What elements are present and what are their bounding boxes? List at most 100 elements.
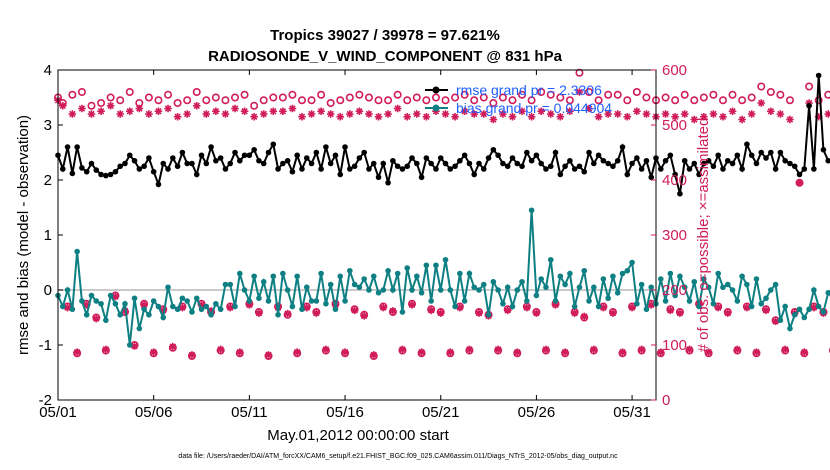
obs-possible-point — [776, 90, 785, 99]
obs-assimilated-point — [173, 112, 182, 121]
rmse-point — [117, 163, 123, 170]
x-tick-label: 05/16 — [326, 404, 364, 421]
rmse-point — [122, 160, 128, 167]
rmse-point — [241, 152, 248, 159]
bias-point — [189, 309, 195, 315]
bias-point — [131, 295, 138, 302]
rmse-point — [366, 166, 372, 172]
chart-title-line1: Tropics 39027 / 39978 = 97.621% — [270, 27, 500, 44]
obs-assimilated-point — [594, 112, 603, 121]
obs-possible-point — [738, 96, 747, 105]
bias-point — [103, 317, 109, 324]
rmse-point — [136, 166, 143, 172]
rmse-point — [586, 149, 592, 156]
bias-point — [414, 273, 420, 280]
obs-possible-point — [613, 90, 622, 99]
bias-point — [347, 267, 353, 274]
bias-point — [782, 303, 788, 310]
bias-point — [404, 265, 411, 271]
rmse-point — [385, 179, 391, 186]
bias-point — [323, 300, 329, 307]
obs-possible-point — [680, 90, 689, 99]
rmse-point — [184, 160, 190, 167]
y-right-tick-label: 100 — [662, 337, 687, 354]
obs-possible-point — [805, 82, 814, 91]
bias-point — [356, 284, 363, 291]
rmse-point — [289, 168, 296, 175]
rmse-point — [265, 149, 272, 156]
bias-point — [753, 276, 760, 282]
bias-point — [672, 292, 678, 299]
bias-series — [55, 207, 830, 348]
rmse-point — [404, 163, 411, 170]
obs-assimilated-point — [250, 112, 258, 121]
bias-point — [236, 270, 243, 277]
rmse-point — [509, 155, 516, 161]
legend-bias-label: bias grand pr = 0.044904 — [456, 100, 612, 116]
bias-point — [801, 314, 808, 321]
obs-possible-point — [824, 90, 830, 99]
obs-possible-point — [632, 88, 641, 97]
obs-assimilated-point — [590, 345, 598, 354]
obs-possible-point — [384, 96, 393, 105]
bias-point — [409, 287, 415, 293]
obs-assimilated-point — [389, 307, 397, 315]
bias-point — [294, 273, 301, 280]
bias-point — [337, 273, 344, 280]
rmse-point — [524, 149, 530, 156]
rmse-point — [442, 160, 449, 167]
bias-point — [591, 284, 597, 291]
rmse-point — [547, 163, 554, 170]
rmse-point — [64, 144, 71, 150]
obs-assimilated-point — [398, 345, 407, 354]
obs-possible-point — [77, 88, 86, 97]
obs-possible-point — [355, 90, 364, 99]
x-tick-label: 05/01 — [39, 404, 77, 421]
obs-assimilated-point — [164, 104, 172, 113]
rmse-point — [131, 157, 138, 164]
obs-possible-point — [431, 93, 440, 102]
obs-assimilated-point — [436, 309, 445, 317]
x-tick-label: 05/21 — [422, 404, 460, 421]
bias-point — [815, 303, 822, 310]
obs-assimilated-point — [633, 107, 641, 116]
rmse-point — [193, 171, 200, 178]
obs-possible-point — [585, 88, 594, 97]
rmse-point — [88, 160, 95, 167]
obs-assimilated-point — [307, 110, 316, 118]
bias-point — [777, 317, 784, 324]
bias-point — [787, 325, 793, 332]
obs-assimilated-point — [623, 112, 632, 121]
rmse-point — [791, 163, 798, 170]
obs-possible-point — [374, 96, 383, 105]
bias-point — [772, 281, 779, 288]
bias-point — [241, 287, 248, 293]
rmse-point — [768, 149, 774, 156]
rmse-point — [648, 174, 655, 181]
bias-point — [98, 300, 104, 307]
obs-assimilated-point — [551, 301, 560, 309]
obs-possible-point — [297, 96, 306, 105]
obs-assimilated-point — [293, 348, 301, 356]
obs-assimilated-point — [298, 112, 306, 121]
x-tick-label: 05/11 — [231, 404, 267, 421]
bias-point — [739, 273, 745, 280]
obs-assimilated-point — [73, 348, 81, 356]
obs-assimilated-point — [800, 348, 809, 356]
bias-point — [562, 281, 568, 288]
bias-point — [567, 270, 573, 277]
bias-point — [696, 303, 702, 310]
rmse-point — [236, 157, 243, 164]
rmse-point — [744, 141, 750, 148]
obs-assimilated-point — [451, 112, 459, 121]
obs-possible-point — [173, 99, 182, 108]
rmse-point — [356, 155, 363, 161]
rmse-point — [203, 160, 210, 167]
rmse-point — [189, 160, 195, 167]
obs-assimilated-point — [537, 107, 545, 116]
rmse-point — [657, 166, 664, 172]
obs-assimilated-point — [130, 342, 139, 350]
obs-possible-point — [690, 96, 699, 105]
obs-possible-point — [231, 93, 240, 102]
rmse-point — [179, 149, 186, 156]
